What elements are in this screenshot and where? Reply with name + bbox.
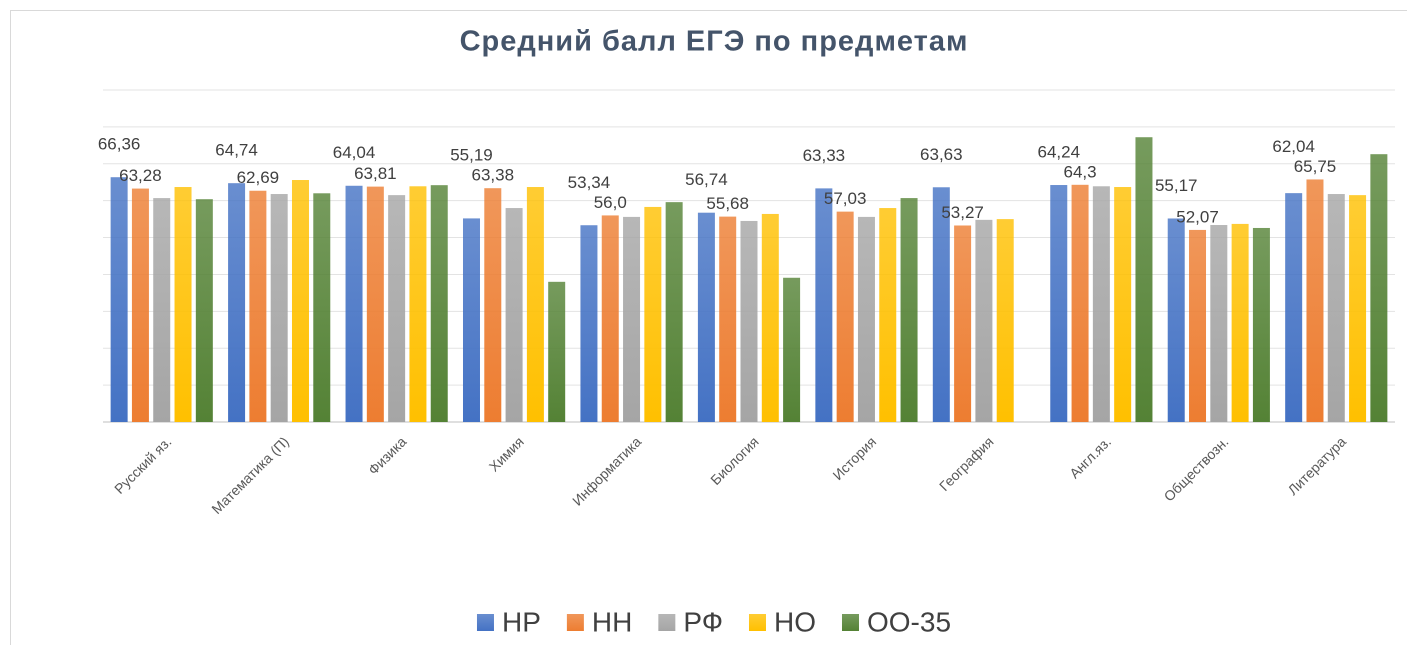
legend-label: НО bbox=[774, 606, 816, 637]
bar bbox=[484, 188, 502, 422]
bar bbox=[1349, 195, 1367, 422]
value-label: 63,28 bbox=[119, 166, 162, 185]
bar bbox=[462, 218, 480, 422]
bar bbox=[388, 195, 406, 422]
bar bbox=[228, 183, 246, 422]
bar bbox=[975, 219, 993, 422]
value-label: 66,36 bbox=[98, 135, 141, 154]
value-label: 63,81 bbox=[354, 164, 397, 183]
bar bbox=[815, 188, 833, 422]
bar bbox=[526, 187, 544, 422]
value-label: 63,33 bbox=[803, 146, 846, 165]
bar bbox=[110, 177, 128, 422]
bar bbox=[1285, 193, 1303, 422]
bar bbox=[1167, 218, 1185, 422]
legend-swatch bbox=[658, 614, 676, 631]
value-label: 64,24 bbox=[1037, 142, 1080, 161]
bar bbox=[1050, 185, 1068, 422]
value-label: 62,69 bbox=[237, 168, 280, 187]
value-label: 53,27 bbox=[941, 203, 984, 222]
bar bbox=[345, 185, 363, 422]
legend: НР НН РФ НО ОО-35 bbox=[476, 606, 951, 637]
legend-label: НР bbox=[502, 606, 541, 637]
legend-swatch bbox=[841, 614, 859, 631]
bar bbox=[1092, 186, 1110, 422]
legend-swatch bbox=[476, 614, 494, 631]
bar bbox=[366, 186, 384, 422]
bar bbox=[740, 220, 758, 422]
bar bbox=[623, 216, 641, 422]
bar bbox=[996, 219, 1014, 422]
bar bbox=[932, 187, 950, 422]
bar bbox=[1306, 179, 1324, 422]
bar bbox=[665, 202, 683, 422]
bar bbox=[249, 190, 267, 422]
bar bbox=[697, 212, 715, 422]
bar bbox=[313, 193, 331, 422]
legend-label: ОО-35 bbox=[867, 606, 951, 637]
bar bbox=[430, 185, 448, 422]
bar bbox=[601, 215, 619, 422]
value-label: 55,17 bbox=[1155, 176, 1198, 195]
bar bbox=[719, 216, 737, 422]
value-label: 55,19 bbox=[450, 146, 493, 165]
bar bbox=[879, 208, 897, 422]
bar bbox=[1135, 137, 1153, 422]
value-label: 55,68 bbox=[706, 194, 749, 213]
chart-title: Средний балл ЕГЭ по предметам bbox=[460, 26, 969, 58]
bar bbox=[291, 180, 309, 422]
legend-swatch bbox=[566, 614, 584, 631]
value-label: 64,3 bbox=[1064, 162, 1097, 181]
bar bbox=[1252, 227, 1270, 422]
bar bbox=[857, 216, 875, 422]
bar bbox=[131, 188, 149, 422]
value-label: 53,34 bbox=[568, 173, 611, 192]
bar bbox=[505, 208, 523, 422]
value-label: 57,03 bbox=[824, 189, 867, 208]
bar bbox=[1071, 184, 1089, 422]
bar bbox=[548, 281, 566, 422]
value-label: 64,04 bbox=[333, 143, 376, 162]
bar bbox=[1189, 229, 1207, 422]
bar bbox=[153, 198, 171, 422]
legend-label: РФ bbox=[683, 606, 723, 637]
bar bbox=[409, 186, 427, 422]
bar bbox=[580, 225, 598, 422]
bar bbox=[761, 213, 779, 422]
legend-swatch bbox=[748, 614, 766, 631]
value-label: 63,63 bbox=[920, 145, 963, 164]
value-label: 62,04 bbox=[1272, 137, 1315, 156]
bar bbox=[270, 194, 288, 422]
bar bbox=[1327, 194, 1345, 422]
value-label: 52,07 bbox=[1176, 207, 1219, 226]
bar bbox=[783, 277, 801, 422]
legend-label: НН bbox=[592, 606, 632, 637]
bar bbox=[900, 198, 918, 422]
value-label: 56,74 bbox=[685, 170, 728, 189]
value-label: 64,74 bbox=[215, 141, 258, 160]
bar bbox=[954, 225, 972, 422]
bar bbox=[174, 187, 192, 422]
bar bbox=[1114, 187, 1132, 422]
value-label: 63,38 bbox=[472, 166, 515, 185]
bar bbox=[1370, 154, 1388, 423]
value-label: 65,75 bbox=[1294, 157, 1337, 176]
bar bbox=[1231, 223, 1249, 422]
bar bbox=[1210, 225, 1228, 422]
bar bbox=[195, 199, 213, 422]
value-label: 56,0 bbox=[594, 193, 627, 212]
bar bbox=[836, 211, 854, 422]
bar bbox=[644, 206, 662, 422]
